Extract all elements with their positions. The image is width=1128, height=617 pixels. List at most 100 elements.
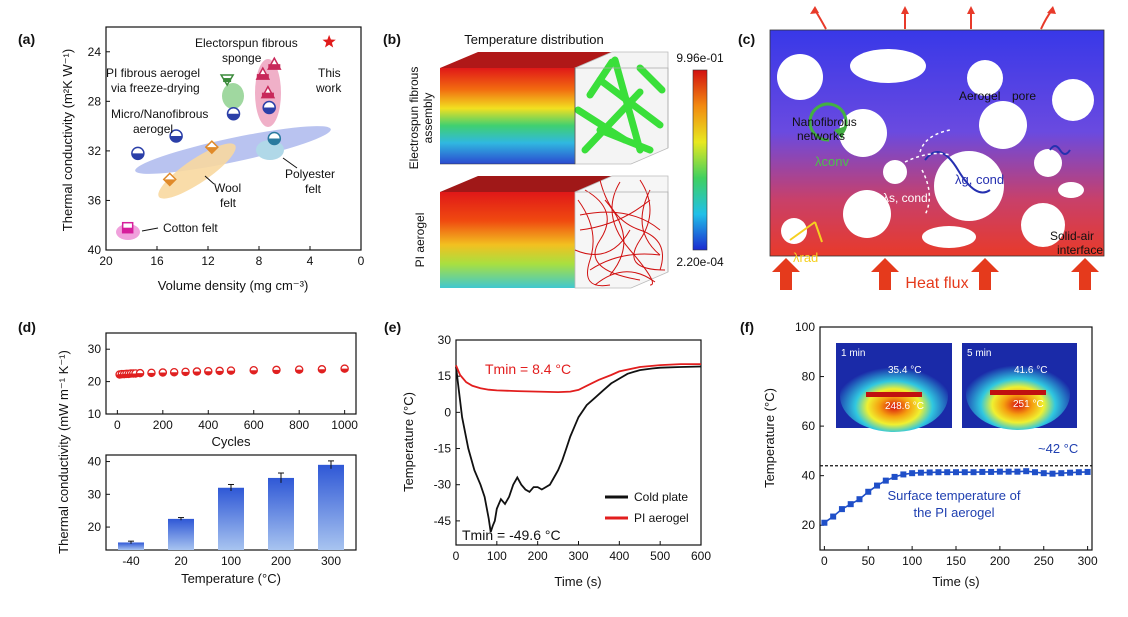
inset-2-t1: 41.6 °C <box>1014 365 1047 376</box>
panel-d-top-xtick-label: 200 <box>153 418 173 432</box>
colorbar-max: 9.96e-01 <box>676 51 724 65</box>
panel-f-ylabel: Temperature (°C) <box>762 388 777 488</box>
networks-label-2: networks <box>797 129 845 143</box>
panel-e-ytick-label: -45 <box>434 514 452 528</box>
point-pi-fibrous-aerogel-via-freeze-drying-fill <box>223 78 232 83</box>
cycle-point-fill <box>204 371 212 375</box>
panel-e-marks <box>455 363 702 533</box>
panel-f-ytick-label: 100 <box>795 320 815 334</box>
cycle-point-fill <box>295 369 303 374</box>
panel-d-top-xtick-label: 0 <box>114 418 121 432</box>
surface-temperature-point <box>900 471 907 478</box>
panel-e-xtick-label: 400 <box>609 549 629 563</box>
panel-a-xlabel: Volume density (mg cm⁻³) <box>158 278 309 293</box>
pi-freeze-drying-region <box>222 83 244 109</box>
inset-1-t1: 35.4 °C <box>888 365 921 376</box>
cold-tmin-annotation: Tmin = -49.6 °C <box>462 527 561 543</box>
panel-e-xtick-label: 200 <box>528 549 548 563</box>
temperature-bar <box>118 542 144 550</box>
polyester-felt-region <box>256 140 284 160</box>
panel-d-bottom-xlabel: Temperature (°C) <box>181 571 281 586</box>
panel-f-caption-1: Surface temperature of <box>888 488 1021 503</box>
surface-temperature-point <box>1005 468 1012 475</box>
surface-temperature-point <box>961 469 968 476</box>
panel-d-top-ytick-label: 20 <box>88 375 102 389</box>
outgoing-heat-arrowheads <box>810 6 1056 14</box>
surface-temperature-point <box>891 473 898 480</box>
panel-a-ylabel: Thermal conductivity (m²K W⁻¹) <box>60 49 75 231</box>
temperature-bar <box>268 477 294 550</box>
panel-e-ytick-label: 0 <box>444 405 451 419</box>
panel-b-title: Temperature distribution <box>464 32 603 47</box>
panel-e-ylabel: Temperature (°C) <box>401 392 416 492</box>
temperature-bar <box>318 464 344 550</box>
point-wool-felt-fill <box>163 179 176 186</box>
label-pi-fd-2: via freeze-drying <box>111 81 200 95</box>
panel-e-ticks: 0 100 200 300 400 500 600 30 15 0 -15 -30 -45 <box>434 333 712 563</box>
panel-e-xlabel: Time (s) <box>554 574 601 589</box>
surface-temperature-point <box>1023 468 1030 475</box>
point-electorspun-fibrous-sponge-fill <box>261 92 274 98</box>
solid-air-label-1: Solid-air <box>1050 229 1094 243</box>
lambda-g-cond: λg, cond <box>955 172 1004 187</box>
bottom-cube-front-face <box>440 192 575 288</box>
cycle-point-fill <box>181 371 190 376</box>
point-cotton-felt-fill <box>122 227 133 233</box>
surface-temperature-point <box>874 482 881 489</box>
label-micro-1: Micro/Nanofibrous <box>111 107 208 121</box>
panel-d-label: (d) <box>18 319 36 335</box>
convection-arrowhead <box>834 126 846 139</box>
label-pi-fd-1: PI fibrous aerogel <box>106 66 200 80</box>
panel-e-xtick-label: 100 <box>487 549 507 563</box>
cycle-point-fill <box>227 370 235 375</box>
inset-2-t2: 251 °C <box>1013 399 1044 410</box>
wool-pointer <box>204 175 215 185</box>
panel-a-xtick-label: 20 <box>99 254 113 268</box>
panel-f-marks <box>820 465 1092 526</box>
aerogel-label: Aerogel <box>959 89 1000 103</box>
panel-e-xtick-label: 500 <box>650 549 670 563</box>
panel-d-top-xtick-label: 800 <box>289 418 309 432</box>
panel-f-xtick-label: 0 <box>821 554 828 568</box>
panel-f-xtick-label: 100 <box>902 554 922 568</box>
panel-f: (f) 0 50 100 150 200 250 300 20 40 60 80 100 1 min … <box>740 319 1098 589</box>
panel-f-label: (f) <box>740 319 754 335</box>
panel-a-xtick-label: 16 <box>150 254 164 268</box>
panel-d-bottom-xtick-label: 100 <box>221 554 241 568</box>
panel-b-label: (b) <box>383 31 401 47</box>
pore-label: pore <box>1012 89 1036 103</box>
panel-d-bottom-xtick-label: 300 <box>321 554 341 568</box>
label-micro-2: aerogel <box>133 122 173 136</box>
panel-d-top-xtick-label: 600 <box>244 418 264 432</box>
bottom-cube-top-face <box>440 176 612 192</box>
colorbar-min: 2.20e-04 <box>676 255 724 269</box>
panel-a-xtick-label: 8 <box>256 254 263 268</box>
panel-d: (d) 0 200 400 600 800 1000 10 20 30 20 30 40 -40 20 10… <box>18 319 358 586</box>
legend-cold-plate: Cold plate <box>634 490 688 504</box>
radiation-ray <box>789 221 816 241</box>
heat-flux-arrows <box>772 258 1099 290</box>
panel-a-xtick-label: 12 <box>201 254 215 268</box>
cycle-point-fill <box>170 372 178 376</box>
surface-temperature-point <box>935 469 942 476</box>
inset-1-time: 1 min <box>841 348 865 359</box>
panel-d-bottom-xtick-label: 200 <box>271 554 291 568</box>
panel-a-ytick-label: 28 <box>88 94 102 108</box>
surface-temperature-point <box>838 506 845 513</box>
panel-d-marks <box>115 364 349 550</box>
panel-f-ticks: 0 50 100 150 200 250 300 20 40 60 80 100 <box>795 320 1098 568</box>
surface-temperature-point <box>847 501 854 508</box>
panel-a-label: (a) <box>18 31 35 47</box>
surface-temperature-point <box>996 468 1003 475</box>
temperature-bar <box>218 487 244 550</box>
cycle-point-fill <box>147 372 156 377</box>
panel-b: (b) Temperature distribution <box>383 31 724 289</box>
panel-e-xtick-label: 600 <box>691 549 711 563</box>
bottom-cube <box>440 175 669 289</box>
cycle-point-fill <box>318 369 326 373</box>
cycle-point-fill <box>216 370 224 375</box>
panel-d-top-ytick-label: 10 <box>88 407 102 421</box>
panel-e-ytick-label: 30 <box>438 333 452 347</box>
bottom-cube-fibers <box>574 179 666 287</box>
surface-temperature-point <box>1084 468 1091 475</box>
